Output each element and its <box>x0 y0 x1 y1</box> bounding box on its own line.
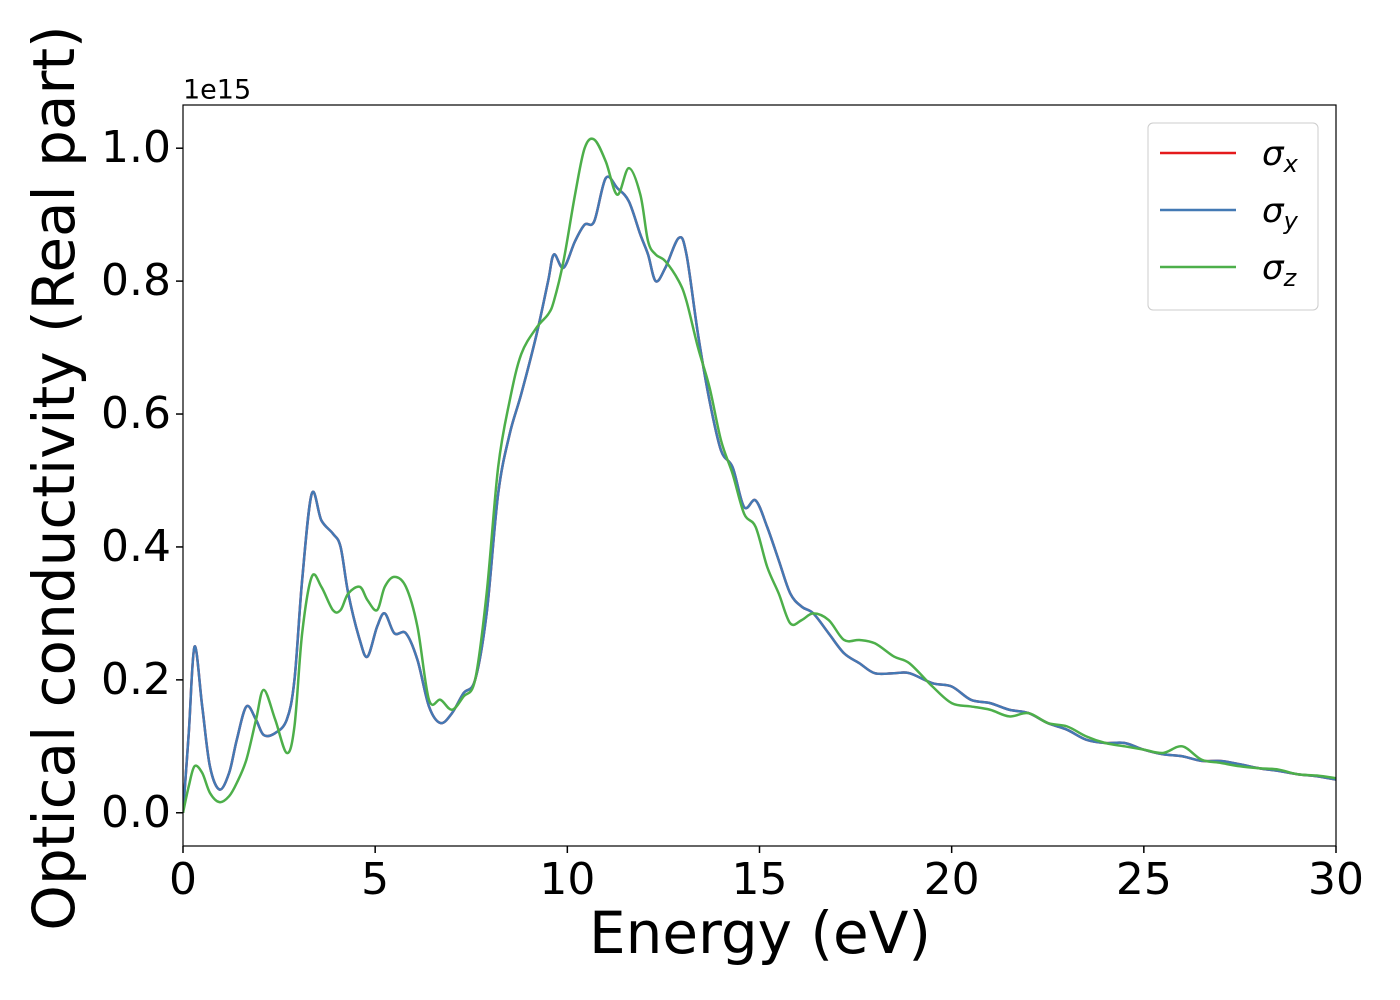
x-tick-label: 30 <box>1308 854 1364 905</box>
y-tick-label: 1.0 <box>101 122 171 173</box>
y-tick-label: 0.4 <box>101 521 171 572</box>
x-tick-label: 20 <box>924 854 980 905</box>
x-tick-label: 25 <box>1116 854 1172 905</box>
y-tick-label: 0.2 <box>101 654 171 705</box>
x-axis-label: Energy (eV) <box>589 899 931 967</box>
y-tick-label: 0.6 <box>101 388 171 439</box>
x-tick-label: 10 <box>539 854 595 905</box>
x-tick-label: 15 <box>732 854 788 905</box>
plot-frame <box>182 104 1337 847</box>
y-tick-label: 0.0 <box>101 787 171 838</box>
legend-label: σz <box>1262 248 1298 293</box>
x-tick-label: 0 <box>169 854 197 905</box>
legend-label: σy <box>1262 191 1299 236</box>
y-offset-label: 1e15 <box>183 75 251 106</box>
y-axis-label: Optical conductivity (Real part) <box>20 25 88 930</box>
series-line <box>183 137 1336 814</box>
legend-label: σx <box>1262 134 1299 179</box>
x-tick-label: 5 <box>361 854 389 905</box>
y-tick-label: 0.8 <box>101 255 171 306</box>
legend-box <box>1147 122 1319 311</box>
